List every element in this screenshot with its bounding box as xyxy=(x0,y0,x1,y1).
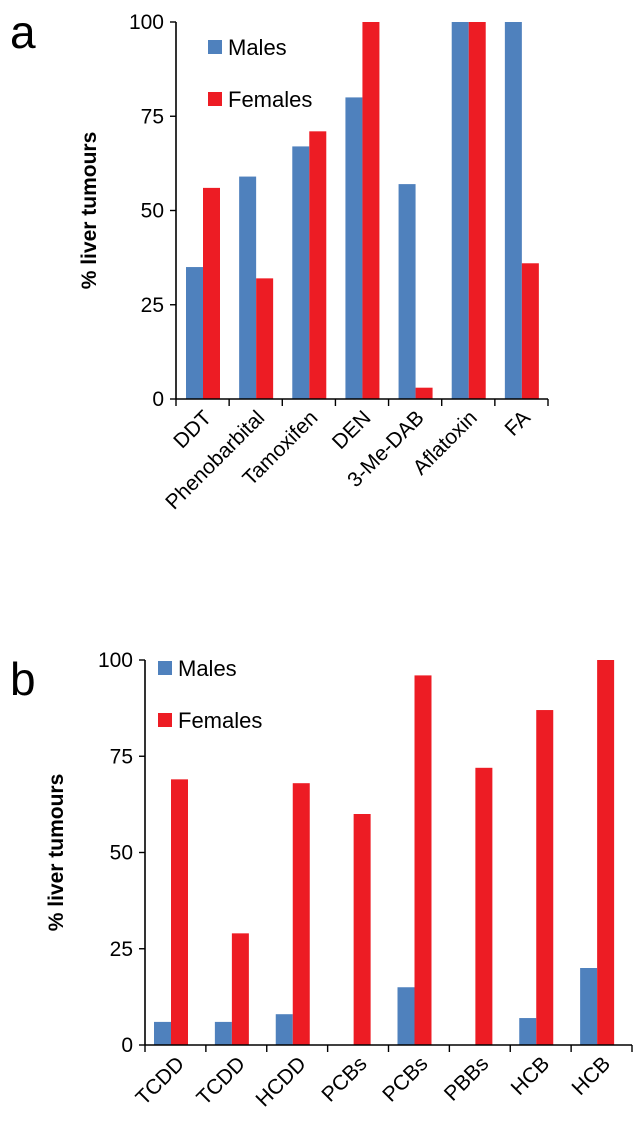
bar-males-5 xyxy=(398,184,416,399)
legend-label-males: Males xyxy=(178,656,237,681)
legend-label-males: Males xyxy=(228,35,287,60)
bar-females-4 xyxy=(353,814,371,1045)
bar-males-6 xyxy=(451,22,469,399)
bar-females-3 xyxy=(292,783,310,1045)
y-axis-title: % liver tumours xyxy=(45,774,68,932)
y-tick-label: 50 xyxy=(110,842,133,865)
x-tick-label: HCB xyxy=(567,1052,615,1100)
bar-females-2 xyxy=(231,933,249,1045)
bar-females-2 xyxy=(256,278,274,399)
bar-females-7 xyxy=(521,263,539,399)
bar-males-3 xyxy=(275,1014,293,1045)
x-tick-label: HCB xyxy=(507,1052,555,1100)
bar-females-6 xyxy=(468,22,486,399)
bar-males-7 xyxy=(519,1018,537,1045)
bar-females-1 xyxy=(203,187,220,399)
x-tick-label: TCDD xyxy=(192,1052,250,1110)
x-tick-label: PCBs xyxy=(317,1052,371,1106)
legend-swatch-males xyxy=(158,661,172,675)
legend-label-females: Females xyxy=(178,708,262,733)
y-tick-label: 75 xyxy=(110,745,133,768)
x-tick-label: FA xyxy=(501,406,535,440)
bar-females-6 xyxy=(475,767,493,1045)
x-tick-label: TCDD xyxy=(131,1052,189,1110)
bar-males-1 xyxy=(186,267,203,399)
x-tick-label: DDT xyxy=(169,406,216,453)
y-tick-label: 25 xyxy=(141,294,164,317)
bar-females-4 xyxy=(362,22,380,399)
bar-females-7 xyxy=(536,710,554,1045)
y-tick-label: 100 xyxy=(98,649,133,672)
bar-females-1 xyxy=(171,779,188,1045)
y-tick-label: 0 xyxy=(121,1034,133,1057)
legend-label-females: Females xyxy=(228,87,312,112)
panel-label-b: b xyxy=(10,653,36,705)
legend-swatch-females xyxy=(208,92,222,106)
bar-males-3 xyxy=(292,146,310,399)
bar-females-3 xyxy=(309,131,327,399)
y-tick-label: 75 xyxy=(141,105,164,128)
y-tick-label: 100 xyxy=(129,11,164,34)
bar-males-4 xyxy=(345,97,363,400)
bar-males-5 xyxy=(397,987,415,1045)
panel-label-a: a xyxy=(10,6,36,58)
y-tick-label: 0 xyxy=(152,388,164,411)
y-axis-title: % liver tumours xyxy=(78,132,101,290)
bar-males-8 xyxy=(580,968,598,1045)
x-tick-label: PCBs xyxy=(378,1052,432,1106)
legend-swatch-males xyxy=(208,40,222,54)
x-tick-label: HCDD xyxy=(252,1052,311,1111)
bar-females-5 xyxy=(414,675,432,1045)
bar-females-8 xyxy=(597,660,615,1045)
y-tick-label: 25 xyxy=(110,938,133,961)
bar-females-5 xyxy=(415,387,433,399)
bar-males-2 xyxy=(214,1021,232,1045)
bar-males-7 xyxy=(504,22,522,399)
x-tick-label: PBBs xyxy=(440,1052,493,1105)
bar-males-2 xyxy=(239,176,257,399)
legend-swatch-females xyxy=(158,713,172,727)
x-tick-label: DEN xyxy=(328,406,376,454)
y-tick-label: 50 xyxy=(141,200,164,223)
bar-males-1 xyxy=(154,1021,171,1045)
